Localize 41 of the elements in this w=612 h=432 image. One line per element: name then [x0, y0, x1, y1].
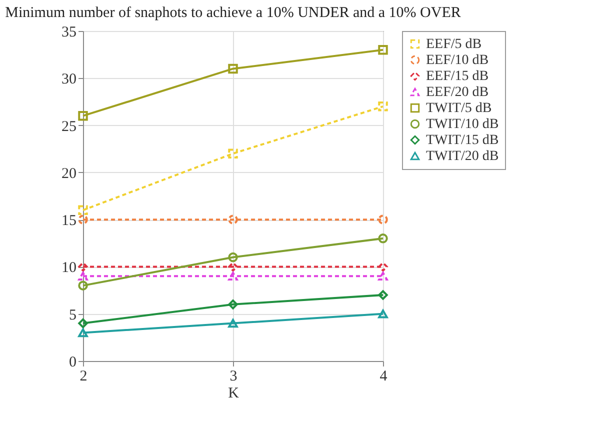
x-tick-label: 4 — [380, 368, 388, 384]
legend-label: TWIT/10 dB — [426, 117, 499, 132]
point — [78, 262, 88, 272]
y-tick-label: 10 — [62, 260, 76, 276]
x-tick-label: 2 — [80, 368, 88, 384]
y-tick-label: 35 — [62, 24, 76, 40]
legend-label: TWIT/20 dB — [426, 149, 499, 164]
y-tick-label: 15 — [62, 213, 76, 230]
point — [228, 148, 238, 158]
chart-title: Minimum number of snaphots to achieve a 10% UNDER and a 10% OVER — [5, 5, 461, 21]
legend-label: TWIT/5 dB — [426, 101, 492, 116]
point — [378, 102, 388, 112]
legend-label: EEF/5 dB — [426, 37, 482, 52]
point — [78, 205, 88, 216]
point — [228, 262, 238, 272]
point — [78, 318, 88, 328]
legend-label: TWIT/15 dB — [426, 133, 499, 148]
y-tick-label: 5 — [69, 307, 76, 324]
point — [228, 272, 238, 280]
y-tick-label: 0 — [69, 354, 76, 370]
x-axis-title: K — [228, 386, 240, 402]
point — [378, 290, 388, 300]
legend-label: EEF/15 dB — [426, 69, 489, 84]
x-tick-label: 3 — [230, 368, 238, 384]
y-tick-label: 20 — [62, 166, 76, 182]
point — [378, 44, 388, 55]
point — [78, 110, 88, 121]
point — [378, 310, 388, 318]
point — [228, 318, 238, 328]
point — [378, 272, 388, 280]
point — [78, 272, 88, 280]
point — [378, 262, 388, 272]
y-tick-label: 30 — [62, 72, 76, 88]
point — [78, 328, 88, 338]
point — [228, 252, 238, 262]
legend-label: EEF/10 dB — [426, 53, 489, 68]
legend-label: EEF/20 dB — [426, 85, 489, 100]
y-tick-label: 25 — [62, 118, 76, 135]
point — [228, 214, 238, 224]
point — [228, 300, 238, 310]
point — [228, 64, 238, 74]
